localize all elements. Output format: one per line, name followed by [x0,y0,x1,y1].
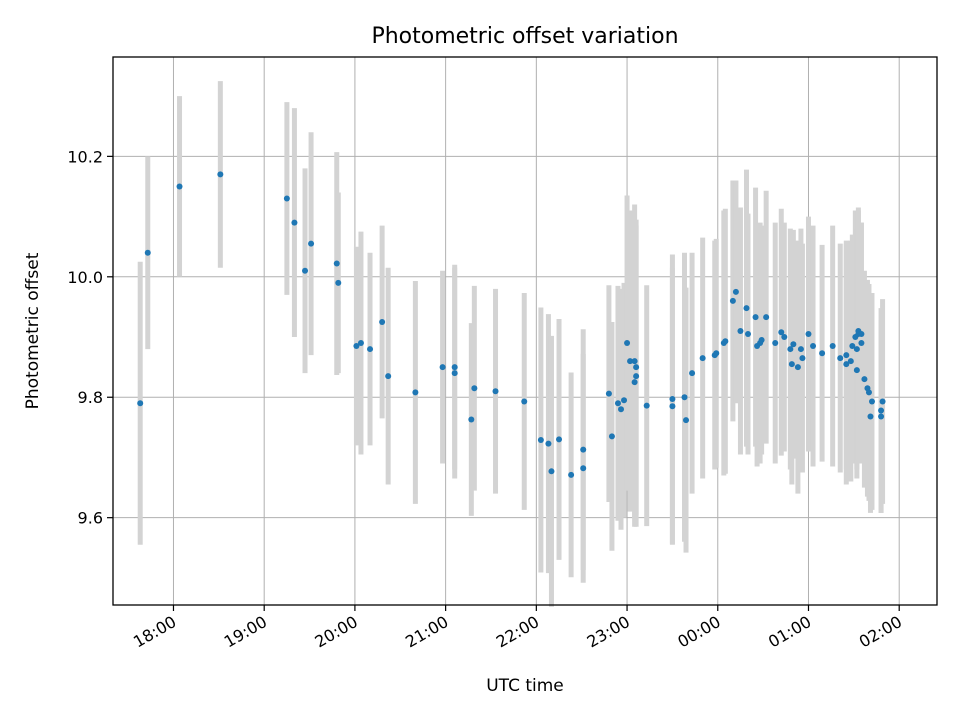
data-point [745,331,752,338]
data-point [819,350,826,357]
data-point [568,471,575,478]
data-point [308,240,315,247]
data-point [799,355,806,362]
y-tick-label: 9.8 [78,388,103,407]
y-tick-label: 9.6 [78,509,103,528]
data-point [878,413,885,420]
data-point [722,338,729,345]
data-point [853,346,860,353]
data-point [878,407,885,414]
data-point [669,403,676,410]
data-point [699,355,706,362]
data-point [681,394,688,401]
data-point [752,314,759,321]
data-point [302,267,309,274]
data-point [548,468,555,475]
data-point [357,340,364,347]
data-point [605,390,612,397]
data-point [772,340,779,347]
data-point [778,329,785,336]
data-point [810,343,817,350]
data-point [849,343,856,350]
data-point [335,279,342,286]
data-point [537,436,544,443]
data-point [643,402,650,409]
data-point [683,417,690,424]
data-point [556,436,563,443]
data-point [847,358,854,365]
data-point [580,446,587,453]
data-point [713,350,720,357]
data-points [137,171,886,478]
data-point [627,358,634,365]
data-point [283,195,290,202]
data-point [797,346,804,353]
data-point [758,337,765,344]
data-point [861,376,868,383]
data-point [689,370,696,377]
plot-frame [112,56,938,606]
data-point [608,433,615,440]
data-point [176,183,183,190]
data-point [580,465,587,472]
data-point [412,389,419,396]
data-point [853,367,860,374]
data-point [439,364,446,371]
data-point [788,361,795,368]
data-point [781,334,788,341]
y-axis-label: Photometric offset [23,252,43,409]
data-point [492,388,499,395]
data-point [732,288,739,295]
data-point [805,331,812,338]
data-point [631,358,638,365]
data-point [144,249,151,256]
data-point [471,385,478,392]
data-point [367,346,374,353]
data-point [843,361,850,368]
data-point [633,364,640,371]
data-point [633,373,640,380]
data-point [614,400,621,407]
data-point [790,341,797,348]
data-point [451,370,458,377]
data-point [291,219,298,226]
y-tick-label: 10.2 [67,147,103,166]
data-point [217,171,224,178]
data-point [624,340,631,347]
data-point [385,373,392,380]
data-point [545,440,552,447]
data-point [669,396,676,403]
data-point [867,413,874,420]
data-point [829,343,836,350]
data-point [621,397,628,404]
data-point [794,364,801,371]
data-point [468,416,475,423]
data-point [137,400,144,407]
data-point [353,343,360,350]
data-point [521,398,528,405]
data-point [865,389,872,396]
data-point [837,355,844,362]
data-point [379,318,386,325]
data-point [868,398,875,405]
data-point [858,340,865,347]
data-point [737,328,744,334]
y-axis-ticks: 9.6 9.8 10.0 10.2 [67,147,113,528]
x-axis-label: UTC time [486,676,564,696]
y-tick-label: 10.0 [67,268,103,287]
data-point [333,260,340,267]
data-point [451,364,458,371]
data-point [743,305,750,312]
data-point [843,352,850,359]
data-point [631,379,638,386]
data-point [618,406,625,413]
data-point [729,297,736,304]
data-point [858,331,865,338]
data-point [787,346,794,353]
data-point [879,398,886,405]
chart-title: Photometric offset variation [371,24,678,49]
data-point [763,314,770,321]
